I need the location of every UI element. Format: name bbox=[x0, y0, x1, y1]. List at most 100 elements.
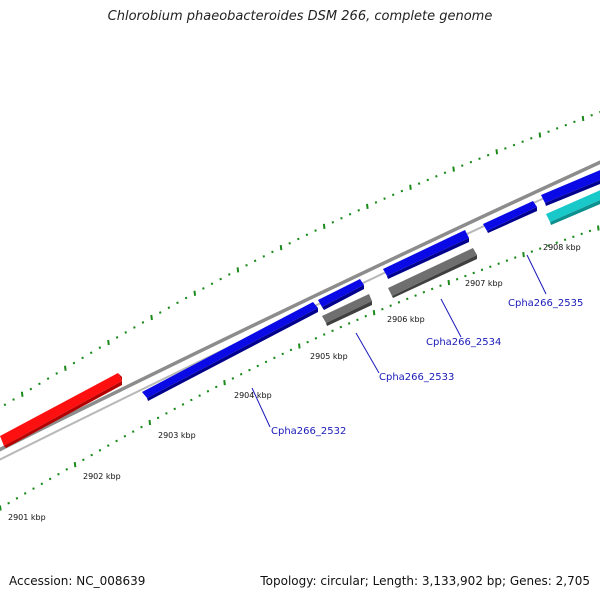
outer-tick-mark bbox=[288, 241, 291, 245]
outer-tick-mark bbox=[271, 250, 274, 254]
outer-tick-mark bbox=[504, 147, 507, 150]
inner-tick-mark bbox=[65, 468, 69, 471]
inner-tick-mark bbox=[107, 444, 110, 447]
gene-right-blue[interactable] bbox=[541, 168, 600, 206]
inner-tick-mark bbox=[273, 356, 276, 360]
gene-cpha266-2532[interactable] bbox=[142, 302, 318, 401]
inner-tick-mark bbox=[347, 322, 351, 325]
inner-tick-mark bbox=[364, 314, 368, 318]
inner-tick-mark bbox=[455, 277, 459, 281]
inner-tick-mark bbox=[181, 403, 185, 406]
inner-tick-mark bbox=[156, 416, 160, 420]
inner-tick-mark bbox=[555, 241, 559, 244]
tick-label-2908: 2908 kbp bbox=[543, 243, 581, 252]
inner-tick-mark bbox=[588, 229, 592, 233]
outer-tick-mark bbox=[521, 140, 524, 143]
inner-tick-mark bbox=[48, 477, 52, 481]
outer-tick-mark bbox=[391, 193, 395, 197]
outer-tick-mark bbox=[426, 178, 429, 182]
inner-tick-mark bbox=[414, 294, 417, 297]
inner-tick-mark bbox=[597, 225, 600, 231]
outer-tick-mark bbox=[176, 301, 179, 305]
outer-tick-mark bbox=[348, 212, 352, 216]
leader-2534 bbox=[440, 298, 462, 338]
outer-tick-mark bbox=[20, 391, 24, 397]
inner-tick-mark bbox=[281, 352, 284, 356]
gene-label-2533[interactable]: Cpha266_2533 bbox=[379, 372, 454, 383]
outer-tick-mark bbox=[409, 184, 412, 190]
inner-tick-mark bbox=[131, 430, 135, 433]
outer-tick-mark bbox=[72, 361, 76, 365]
gene-right-cyan[interactable] bbox=[546, 188, 600, 225]
outer-tick-mark bbox=[581, 115, 585, 122]
outer-tick-mark bbox=[219, 277, 222, 281]
inner-tick-mark bbox=[198, 394, 201, 397]
outer-tick-mark bbox=[55, 372, 58, 375]
inner-tick-mark bbox=[472, 271, 475, 275]
outer-tick-mark bbox=[538, 132, 542, 138]
inner-tick-mark bbox=[339, 325, 343, 329]
inner-tick-mark bbox=[148, 419, 152, 426]
inner-tick-mark bbox=[7, 501, 10, 505]
gene-label-2535[interactable]: Cpha266_2535 bbox=[508, 298, 583, 309]
inner-tick-ring bbox=[0, 225, 600, 511]
inner-tick-mark bbox=[173, 407, 176, 411]
gene-cpha266-2534-upper[interactable] bbox=[383, 230, 469, 279]
outer-tick-mark bbox=[297, 237, 300, 241]
inner-tick-mark bbox=[422, 290, 426, 294]
gene-label-2534[interactable]: Cpha266_2534 bbox=[426, 337, 501, 348]
inner-tick-mark bbox=[331, 329, 334, 333]
inner-tick-mark bbox=[248, 368, 251, 372]
inner-tick-mark bbox=[90, 453, 93, 457]
outer-tick-mark bbox=[167, 306, 171, 309]
genome-backbone-outer bbox=[0, 160, 600, 452]
inner-tick-mark bbox=[447, 279, 451, 286]
outer-tick-mark bbox=[460, 164, 464, 167]
outer-tick-mark bbox=[452, 166, 455, 172]
outer-tick-mark bbox=[357, 208, 360, 212]
gene-label-2532[interactable]: Cpha266_2532 bbox=[271, 426, 346, 437]
inner-tick-mark bbox=[32, 487, 35, 490]
accession-text: Accession: NC_008639 bbox=[9, 574, 146, 588]
outer-tick-mark bbox=[141, 321, 145, 324]
outer-tick-mark bbox=[435, 175, 438, 178]
outer-tick-mark bbox=[590, 113, 593, 117]
gene-cpha266-2535[interactable] bbox=[483, 201, 537, 233]
outer-tick-mark bbox=[133, 326, 136, 329]
gene-red[interactable] bbox=[0, 373, 122, 448]
outer-tick-mark bbox=[210, 282, 214, 286]
gene-cpha266-2533-lower[interactable] bbox=[322, 294, 372, 326]
inner-tick-mark bbox=[214, 385, 218, 389]
inner-tick-mark bbox=[306, 340, 309, 344]
inner-tick-mark bbox=[489, 265, 492, 269]
outer-tick-mark bbox=[383, 197, 386, 200]
outer-tick-mark bbox=[236, 267, 240, 273]
inner-tick-mark bbox=[15, 497, 19, 500]
outer-tick-mark bbox=[512, 143, 516, 147]
outer-tick-mark bbox=[331, 221, 335, 224]
inner-tick-mark bbox=[190, 398, 193, 402]
inner-tick-mark bbox=[73, 461, 77, 468]
gene-cpha266-2533-upper[interactable] bbox=[318, 279, 364, 310]
inner-tick-mark bbox=[389, 304, 392, 307]
map-title: Chlorobium phaeobacteroides DSM 266, com… bbox=[107, 9, 493, 24]
outer-tick-mark bbox=[443, 171, 447, 175]
inner-tick-mark bbox=[497, 262, 500, 265]
tick-label-2904: 2904 kbp bbox=[234, 391, 272, 400]
inner-tick-mark bbox=[322, 333, 326, 336]
outer-tick-mark bbox=[262, 255, 266, 258]
outer-tick-mark bbox=[81, 356, 84, 360]
inner-tick-mark bbox=[289, 348, 293, 352]
outer-tick-mark bbox=[115, 336, 119, 339]
inner-tick-mark bbox=[513, 256, 517, 259]
gene-cpha266-2534-lower[interactable] bbox=[388, 248, 477, 298]
inner-tick-mark bbox=[82, 458, 85, 462]
outer-tick-mark bbox=[573, 120, 576, 124]
outer-tick-mark bbox=[340, 216, 343, 220]
inner-tick-mark bbox=[356, 318, 359, 322]
outer-tick-mark bbox=[124, 331, 127, 334]
inner-tick-mark bbox=[439, 284, 442, 287]
inner-tick-mark bbox=[580, 232, 583, 236]
outer-tick-mark bbox=[98, 346, 102, 349]
